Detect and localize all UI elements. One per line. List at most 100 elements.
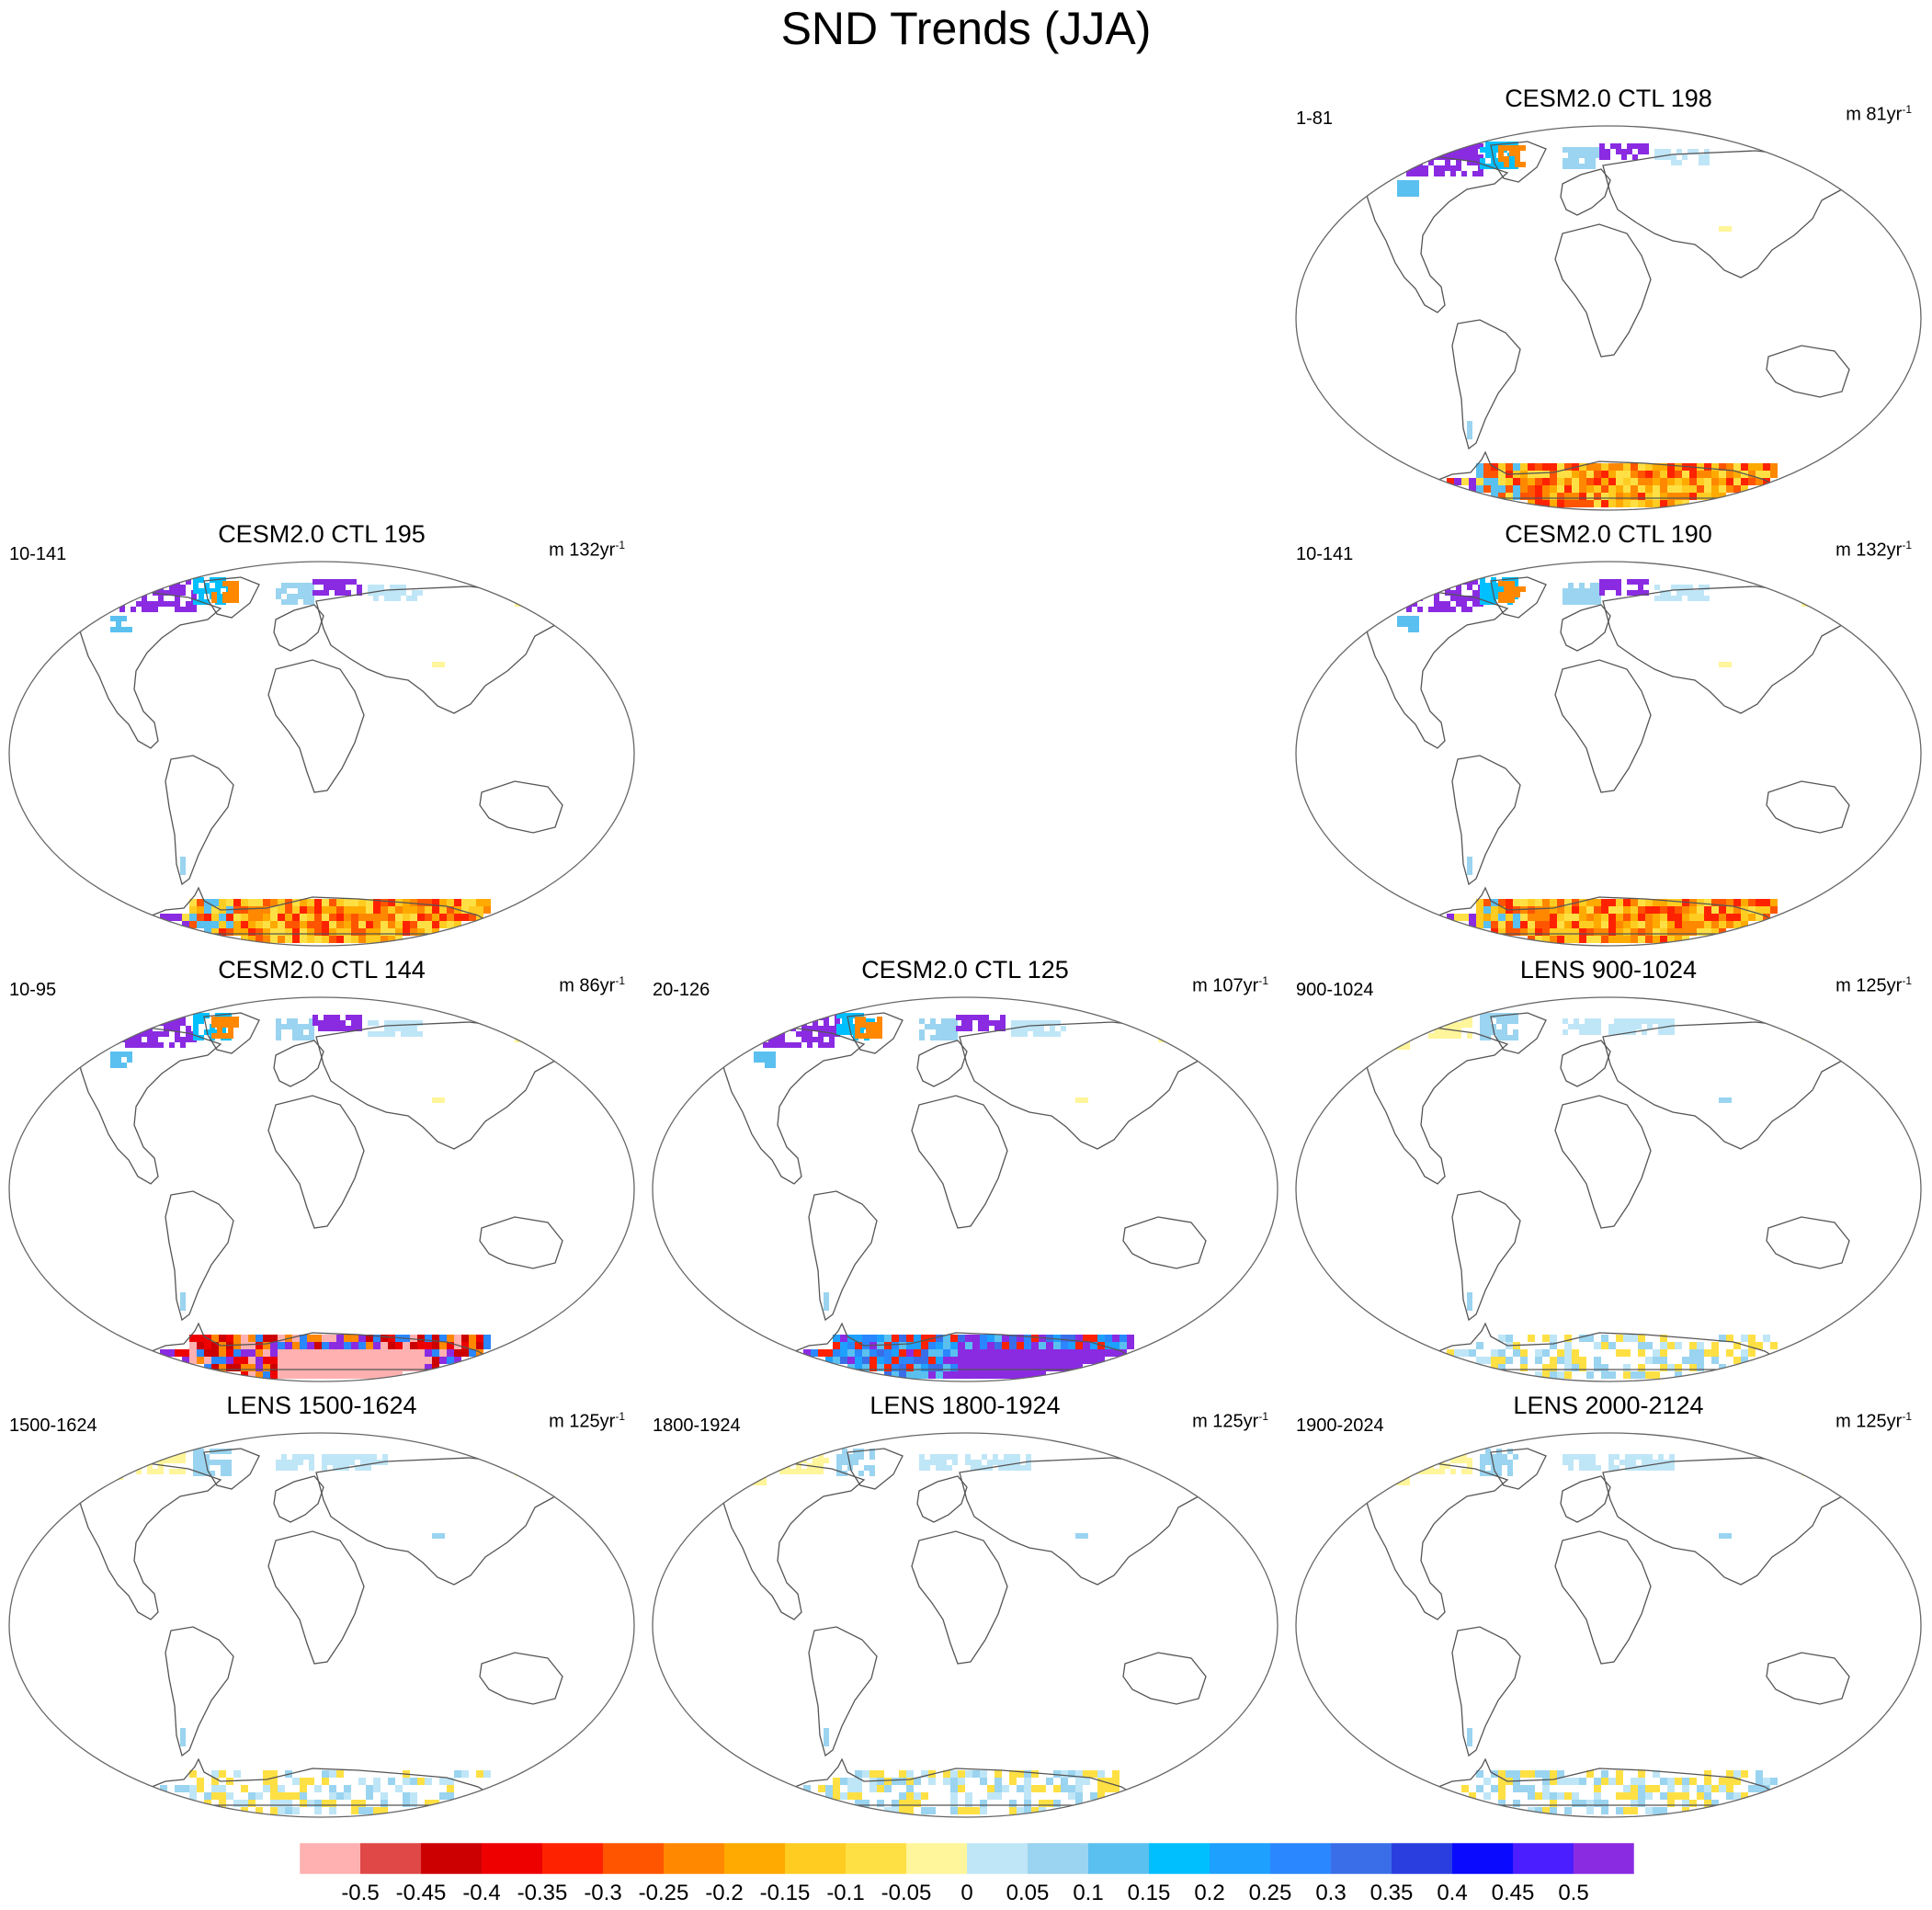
colorbar-tick-label: 0.05	[1006, 1881, 1050, 1905]
coastline-north-america	[1363, 1027, 1509, 1185]
panel-title: LENS 1800-1924	[869, 1392, 1061, 1419]
antarctic-trend-field	[160, 899, 491, 943]
arctic-trend-field	[1397, 142, 1829, 439]
panel-title: CESM2.0 CTL 198	[1505, 85, 1712, 112]
map-frame	[652, 996, 1279, 1382]
coastline-asia	[959, 1457, 1205, 1586]
coastline-south-america	[1451, 1626, 1521, 1757]
panel-units: m 132yr-1	[1835, 539, 1912, 561]
panel-year-range: 1500-1624	[9, 1415, 97, 1436]
panel-year-range: 20-126	[653, 980, 710, 1000]
coastline-north-america	[76, 1462, 222, 1620]
colorbar-tick-label: -0.3	[584, 1881, 621, 1905]
colorbar-tick-label: 0.45	[1492, 1881, 1535, 1905]
coastline-south-america	[808, 1626, 878, 1757]
coastline-europe	[916, 1475, 968, 1523]
colorbar-tick-label: -0.25	[639, 1881, 689, 1905]
map-panel-lens-1800-1924: LENS 1800-1924 1800-1924 m 125yr-1	[643, 1392, 1287, 1824]
coastline-north-america	[1363, 155, 1509, 313]
panel-title: CESM2.0 CTL 144	[218, 956, 426, 983]
coastline-south-america	[165, 1190, 234, 1322]
panel-year-range: 10-95	[9, 980, 57, 1000]
colorbar-tick-label: -0.4	[462, 1881, 500, 1905]
colorbar-swatch	[724, 1843, 785, 1874]
coastline-asia	[315, 1021, 562, 1150]
coastline-australia	[479, 1652, 563, 1705]
coastlines	[720, 1012, 1207, 1370]
coastline-europe	[1560, 168, 1611, 216]
coastline-south-america	[1451, 755, 1521, 886]
coastline-asia	[315, 1457, 562, 1586]
coastline-south-america	[165, 1626, 234, 1757]
robinson-map	[1295, 996, 1922, 1382]
panel-units: m 125yr-1	[1835, 1410, 1912, 1432]
colorbar-swatch	[1392, 1843, 1452, 1874]
coastline-africa	[267, 659, 365, 793]
colorbar-swatch	[542, 1843, 603, 1874]
coastline-greenland	[847, 1448, 903, 1490]
colorbar-tick-label: 0.3	[1315, 1881, 1346, 1905]
colorbar-swatch	[1452, 1843, 1513, 1874]
colorbar: -0.5 -0.45 -0.4 -0.35 -0.3 -0.25 -0.2 -0.15 -0.1…	[299, 1843, 1635, 1905]
colorbar-tick-label: 0.2	[1194, 1881, 1224, 1905]
coastline-australia	[1766, 345, 1850, 398]
coastline-greenland	[1490, 1448, 1547, 1490]
coastline-greenland	[1490, 576, 1547, 619]
colorbar-swatch	[421, 1843, 482, 1874]
panel-title: LENS 900-1024	[1519, 956, 1698, 983]
panel-year-range: 10-141	[9, 544, 67, 564]
panel-units: m 125yr-1	[1192, 1410, 1268, 1432]
colorbar-tick-label: -0.35	[517, 1881, 568, 1905]
coastline-australia	[479, 1216, 563, 1269]
robinson-map	[1295, 125, 1922, 511]
coastline-south-america	[165, 755, 234, 886]
coastline-greenland	[203, 1448, 260, 1490]
colorbar-swatch	[360, 1843, 421, 1874]
colorbar-swatch	[1028, 1843, 1088, 1874]
panel-title: CESM2.0 CTL 125	[861, 956, 1069, 983]
map-panel-cesm2-ctl-195: CESM2.0 CTL 195 10-141 m 132yr-1	[0, 520, 643, 952]
panel-title: CESM2.0 CTL 190	[1505, 520, 1712, 548]
coastline-australia	[1122, 1216, 1207, 1269]
robinson-map	[1295, 1432, 1922, 1818]
coastline-africa	[1554, 1095, 1652, 1229]
panel-year-range: 1-81	[1296, 108, 1334, 129]
colorbar-tick-label: -0.15	[760, 1881, 811, 1905]
map-panel-cesm2-ctl-125: CESM2.0 CTL 125 20-126 m 107yr-1	[643, 956, 1287, 1388]
coastline-africa	[911, 1095, 1008, 1229]
panel-title: LENS 1500-1624	[226, 1392, 417, 1419]
colorbar-swatch	[846, 1843, 906, 1874]
robinson-map	[8, 561, 635, 947]
colorbar-swatch	[664, 1843, 724, 1874]
map-frame	[1295, 561, 1922, 947]
colorbar-tick-label: -0.5	[341, 1881, 379, 1905]
colorbar-swatch	[1513, 1843, 1574, 1874]
coastline-australia	[1122, 1652, 1207, 1705]
colorbar-tick-label: 0.1	[1073, 1881, 1103, 1905]
colorbar-swatch	[785, 1843, 846, 1874]
robinson-map	[652, 1432, 1279, 1818]
coastline-asia	[1602, 1457, 1848, 1586]
coastlines	[1363, 141, 1850, 499]
coastline-south-america	[808, 1190, 878, 1322]
coastlines	[1363, 1448, 1850, 1806]
coastlines	[720, 1448, 1207, 1806]
coastline-asia	[959, 1021, 1205, 1150]
colorbar-tick-label: 0.15	[1128, 1881, 1171, 1905]
panel-units: m 125yr-1	[1835, 974, 1912, 996]
coastline-africa	[911, 1530, 1008, 1665]
colorbar-swatch	[1574, 1843, 1634, 1874]
colorbar-swatch	[1210, 1843, 1270, 1874]
robinson-map	[1295, 561, 1922, 947]
antarctic-trend-field	[1447, 1335, 1778, 1379]
coastline-north-america	[1363, 1462, 1509, 1620]
coastline-europe	[1560, 604, 1611, 652]
coastline-north-america	[76, 591, 222, 749]
map-frame	[652, 1432, 1279, 1818]
coastlines	[76, 1448, 563, 1806]
coastline-australia	[479, 780, 563, 834]
map-frame	[8, 1432, 635, 1818]
panel-units: m 107yr-1	[1192, 974, 1268, 996]
panel-year-range: 1800-1924	[653, 1415, 741, 1436]
colorbar-swatch	[967, 1843, 1028, 1874]
